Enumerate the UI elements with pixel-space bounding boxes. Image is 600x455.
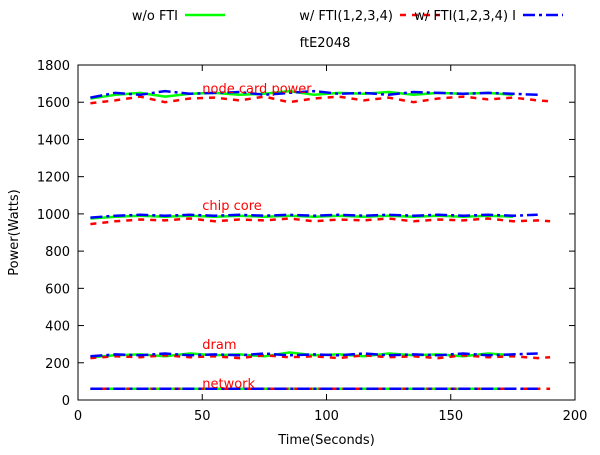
legend: w/o FTI w/ FTI(1,2,3,4) w/ FTI(1,2,3,4) I xyxy=(132,9,563,24)
y-tick-label: 1400 xyxy=(37,133,70,148)
annotation-label: chip core xyxy=(202,199,262,214)
series-line-chip-core-4 xyxy=(90,217,551,226)
annotation-label: network xyxy=(202,377,255,392)
annotations: node card power chip core dram network xyxy=(202,82,312,392)
y-tick-label: 1600 xyxy=(37,96,70,111)
x-tick-label: 200 xyxy=(563,409,588,424)
plot-frame xyxy=(77,64,576,401)
x-tick-label: 100 xyxy=(314,409,339,424)
y-tick-label: 1200 xyxy=(37,171,70,186)
y-tick-label: 600 xyxy=(45,282,70,297)
x-tick-label: 150 xyxy=(438,409,463,424)
chart-title: ftE2048 xyxy=(300,36,351,51)
x-tick-label: 0 xyxy=(74,409,82,424)
legend-label: w/o FTI xyxy=(132,9,178,24)
y-tick-label: 1000 xyxy=(37,208,70,223)
y-tick-label: 400 xyxy=(45,320,70,335)
y-tick-label: 1800 xyxy=(37,59,70,74)
legend-label: w/ FTI(1,2,3,4) xyxy=(299,9,393,24)
annotation-label: node card power xyxy=(202,82,312,97)
y-tick-label: 800 xyxy=(45,245,70,260)
annotation-label: dram xyxy=(202,338,236,353)
x-tick-label: 50 xyxy=(194,409,211,424)
y-tick-label: 0 xyxy=(62,394,70,409)
axis-ticks: 0 50 100 150 200 0 200 400 600 800 1000 1200 1400 160… xyxy=(37,59,588,424)
y-axis-label: Power(Watts) xyxy=(7,189,22,275)
y-tick-label: 200 xyxy=(45,357,70,372)
series-line-dram-8 xyxy=(90,352,538,358)
series-line-chip-core-5 xyxy=(90,213,538,219)
series-line-node-card-power-2 xyxy=(90,89,538,99)
x-axis-label: Time(Seconds) xyxy=(277,433,375,448)
series-line-node-card-power-1 xyxy=(90,95,551,105)
series-lines xyxy=(90,89,551,391)
legend-label: w/ FTI(1,2,3,4) I xyxy=(414,9,516,24)
